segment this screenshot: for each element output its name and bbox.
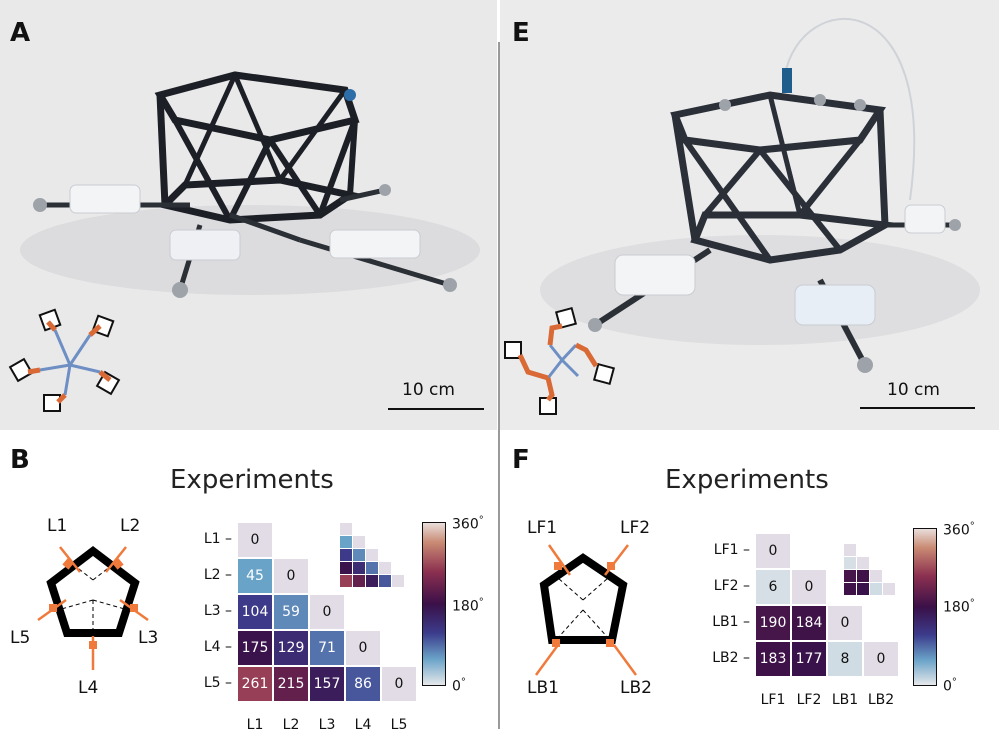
mini-matrix-f-cell	[857, 557, 869, 569]
matrix-b-cell: 261	[238, 667, 272, 701]
matrix-f-row-label: LF1 –	[713, 542, 750, 558]
matrix-f-col-label: LF1	[760, 692, 786, 708]
matrix-b-cell: 86	[346, 667, 380, 701]
colorbar-b-max: 360°	[452, 515, 484, 533]
matrix-b-cell: 129	[274, 631, 308, 665]
matrix-f-cell: 6	[756, 570, 790, 604]
mini-matrix-b-cell	[392, 575, 404, 587]
matrix-b-row-label: L3 –	[203, 603, 232, 619]
panel-letter-a: A	[10, 18, 31, 48]
matrix-f-cell: 0	[756, 534, 790, 568]
mini-matrix-f-cell	[844, 583, 856, 595]
matrix-b-cell: 157	[310, 667, 344, 701]
matrix-b-cell: 104	[238, 595, 272, 629]
matrix-b-cell: 0	[274, 559, 308, 593]
matrix-f-cell: 8	[828, 642, 862, 676]
matrix-b-cell: 45	[238, 559, 272, 593]
panel-divider	[498, 42, 500, 729]
matrix-b-row-label: L5 –	[203, 675, 232, 691]
leg-label-lb2: LB2	[620, 678, 652, 698]
mini-matrix-b-cell	[366, 562, 378, 574]
mini-matrix-b-cell	[379, 562, 391, 574]
mini-matrix-f-cell	[844, 544, 856, 556]
matrix-b-row-label: L4 –	[203, 639, 232, 655]
mini-matrix-b-cell	[353, 575, 365, 587]
leg-label-l3: L3	[138, 628, 159, 648]
colorbar-f-mid: 180°	[943, 598, 975, 616]
matrix-f-cell: 0	[792, 570, 826, 604]
matrix-b-cell: 215	[274, 667, 308, 701]
panel-letter-b: B	[10, 445, 30, 475]
colorbar-f	[913, 528, 937, 686]
matrix-f-cell: 184	[792, 606, 826, 640]
mini-matrix-f-cell	[870, 570, 882, 582]
mini-matrix-f-cell	[844, 557, 856, 569]
panel-letter-f: F	[512, 445, 530, 475]
leg-label-lf1: LF1	[527, 518, 558, 538]
matrix-b-row-label: L1 –	[203, 531, 232, 547]
matrix-f-col-label: LB2	[867, 692, 895, 708]
photo-panel-e	[500, 0, 999, 430]
mini-matrix-b-cell	[340, 562, 352, 574]
robot-quadruped-illustration	[504, 17, 980, 415]
panel-f-title: Experiments	[665, 465, 829, 495]
mini-matrix-f-cell	[883, 583, 895, 595]
colorbar-b-mid: 180°	[452, 597, 484, 615]
mini-matrix-f-cell	[857, 570, 869, 582]
panel-b-title: Experiments	[170, 465, 334, 495]
colorbar-f-min: 0°	[943, 677, 957, 695]
matrix-f-cell: 0	[828, 606, 862, 640]
mini-matrix-b-cell	[379, 575, 391, 587]
robot-pentagon-illustration	[8, 71, 480, 412]
matrix-f-col-label: LB1	[831, 692, 859, 708]
mini-matrix-b-cell	[353, 549, 365, 561]
mini-matrix-b-cell	[340, 536, 352, 548]
matrix-f-cell: 190	[756, 606, 790, 640]
matrix-f-cell: 177	[792, 642, 826, 676]
scale-label-e: 10 cm	[887, 380, 940, 400]
mini-matrix-b-cell	[340, 575, 352, 587]
matrix-b-cell: 71	[310, 631, 344, 665]
panel-letter-e: E	[512, 18, 530, 48]
matrix-b-cell: 0	[346, 631, 380, 665]
matrix-b-cell: 0	[310, 595, 344, 629]
matrix-b-cell: 0	[238, 523, 272, 557]
matrix-f-row-label: LB2 –	[712, 650, 750, 666]
leg-label-l4: L4	[78, 678, 99, 698]
colorbar-f-max: 360°	[943, 521, 975, 539]
colorbar-b-min: 0°	[452, 677, 466, 695]
leg-label-l1: L1	[47, 516, 68, 536]
photo-panel-a	[0, 0, 497, 430]
pentagon-leg-diagram	[37, 545, 149, 670]
scale-bar-a	[388, 408, 484, 410]
matrix-b-cell: 0	[382, 667, 416, 701]
mini-matrix-b-cell	[353, 562, 365, 574]
mini-matrix-f-cell	[857, 583, 869, 595]
leg-label-l5: L5	[10, 628, 31, 648]
leg-label-lb1: LB1	[527, 678, 559, 698]
colorbar-b	[422, 522, 446, 686]
mini-matrix-b-cell	[353, 536, 365, 548]
matrix-f-row-label: LF2 –	[713, 578, 750, 594]
matrix-b-row-label: L2 –	[203, 567, 232, 583]
leg-label-lf2: LF2	[620, 518, 651, 538]
matrix-f-col-label: LF2	[796, 692, 822, 708]
scale-label-a: 10 cm	[402, 380, 455, 400]
matrix-f-cell: 183	[756, 642, 790, 676]
matrix-b-cell: 59	[274, 595, 308, 629]
matrix-b-cell: 175	[238, 631, 272, 665]
mini-matrix-f-cell	[870, 583, 882, 595]
scale-bar-e	[860, 407, 975, 409]
mini-matrix-b-cell	[340, 523, 352, 535]
mini-matrix-b-cell	[366, 549, 378, 561]
mini-matrix-b-cell	[340, 549, 352, 561]
mini-matrix-b-cell	[366, 575, 378, 587]
matrix-f-cell: 0	[864, 642, 898, 676]
matrix-f-row-label: LB1 –	[712, 614, 750, 630]
mini-matrix-f-cell	[844, 570, 856, 582]
leg-label-l2: L2	[120, 516, 141, 536]
